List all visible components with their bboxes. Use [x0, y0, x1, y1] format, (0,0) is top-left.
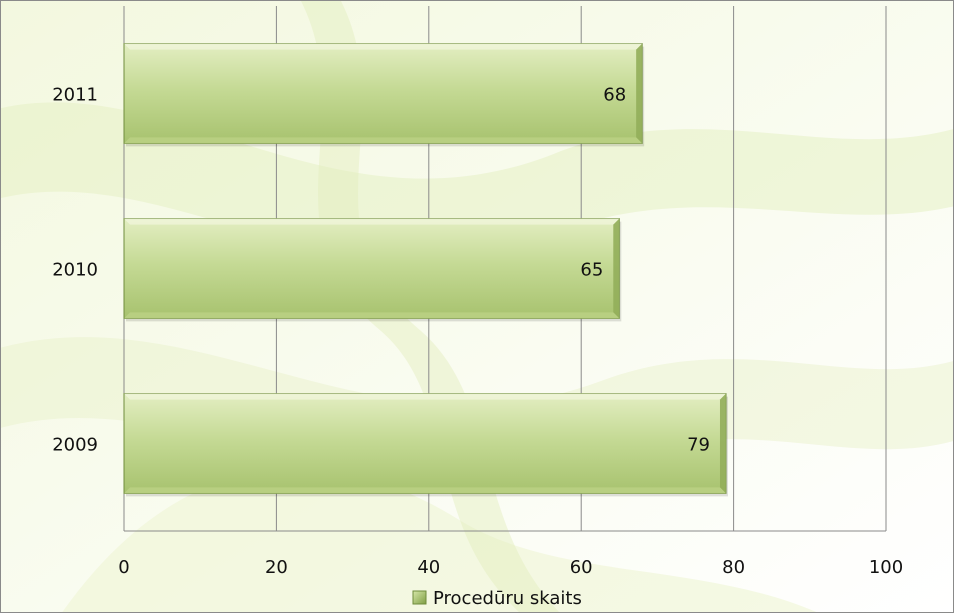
bar-bevel-right	[613, 218, 620, 319]
legend-label: Procedūru skaits	[433, 588, 582, 609]
bar-bevel-bottom	[124, 137, 643, 144]
bar-2010	[123, 218, 622, 322]
bar-face	[123, 218, 620, 319]
x-tick-label: 20	[265, 557, 288, 578]
bar-bevel-top	[124, 218, 620, 225]
bar-bevel-right	[636, 43, 643, 144]
bar-bevel-top	[124, 43, 643, 50]
x-tick-label: 60	[570, 557, 593, 578]
x-tick-label: 0	[118, 557, 129, 578]
x-tick-label: 80	[722, 557, 745, 578]
bar-face	[123, 43, 643, 144]
bar-bevel-bottom	[124, 312, 620, 319]
bar-2011	[123, 43, 645, 147]
bar-2009	[123, 393, 728, 497]
bars	[123, 43, 728, 497]
bar-bevel-top	[124, 393, 726, 400]
y-category-label: 2009	[52, 435, 98, 456]
bar-bevel-bottom	[124, 487, 726, 494]
bar-bevel-right	[719, 393, 726, 494]
legend: Procedūru skaits	[412, 588, 582, 609]
data-label: 79	[687, 435, 710, 456]
axis-labels: 0 20 40 60 80 100 68 2011 65 2010 79 2009	[52, 85, 903, 579]
bar-face	[123, 393, 727, 494]
data-label: 68	[603, 85, 626, 106]
data-label: 65	[580, 260, 603, 281]
x-tick-label: 100	[869, 557, 903, 578]
y-category-label: 2010	[52, 260, 98, 281]
y-category-label: 2011	[52, 85, 98, 106]
x-tick-label: 40	[417, 557, 440, 578]
legend-swatch	[412, 590, 427, 605]
